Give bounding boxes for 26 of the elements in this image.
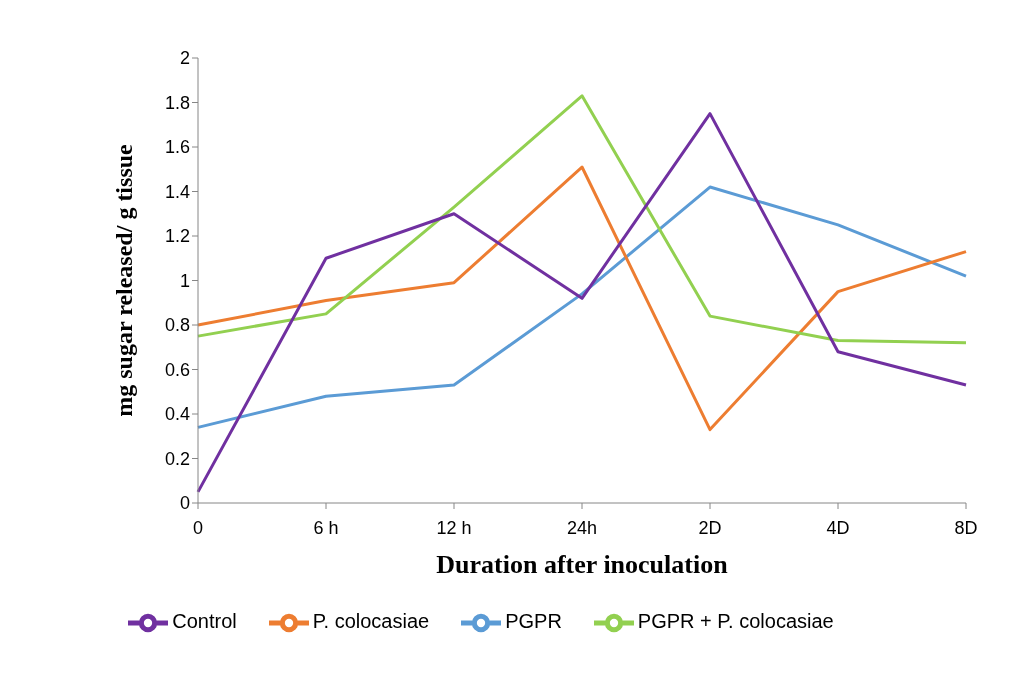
legend-label: P. colocasiae bbox=[312, 610, 430, 633]
legend-label: PGPR + P. colocasiae bbox=[637, 610, 834, 633]
y-tick-label: 0.8 bbox=[164, 315, 190, 336]
x-tick-label: 8D bbox=[954, 517, 978, 538]
y-tick-label: 1.6 bbox=[164, 137, 190, 158]
y-tick-label: 1.2 bbox=[164, 226, 190, 247]
x-tick-label: 4D bbox=[826, 517, 850, 538]
y-tick-label: 1.8 bbox=[164, 92, 190, 113]
y-axis-title: mg sugar released/ g tissue bbox=[110, 143, 137, 417]
y-tick-label: 0.6 bbox=[164, 359, 190, 380]
y-tick-label: 0.2 bbox=[164, 448, 190, 469]
line-series bbox=[196, 112, 968, 494]
x-tick-label: 6 h bbox=[313, 517, 339, 538]
x-tick-label: 0 bbox=[192, 517, 204, 538]
y-tick-label: 0.4 bbox=[164, 404, 190, 425]
x-tick-label: 2D bbox=[698, 517, 722, 538]
x-axis-title: Duration after inoculation bbox=[436, 550, 729, 579]
x-tick-label: 24h bbox=[566, 517, 598, 538]
legend-label: PGPR bbox=[505, 610, 562, 633]
y-tick-label: 0 bbox=[179, 493, 190, 514]
x-tick-label: 12 h bbox=[436, 517, 472, 538]
y-tick-label: 2 bbox=[179, 48, 190, 69]
line-series bbox=[196, 94, 968, 345]
legend-label: Control bbox=[172, 610, 237, 633]
y-tick-label: 1 bbox=[179, 270, 190, 291]
y-tick-label: 1.4 bbox=[164, 181, 190, 202]
